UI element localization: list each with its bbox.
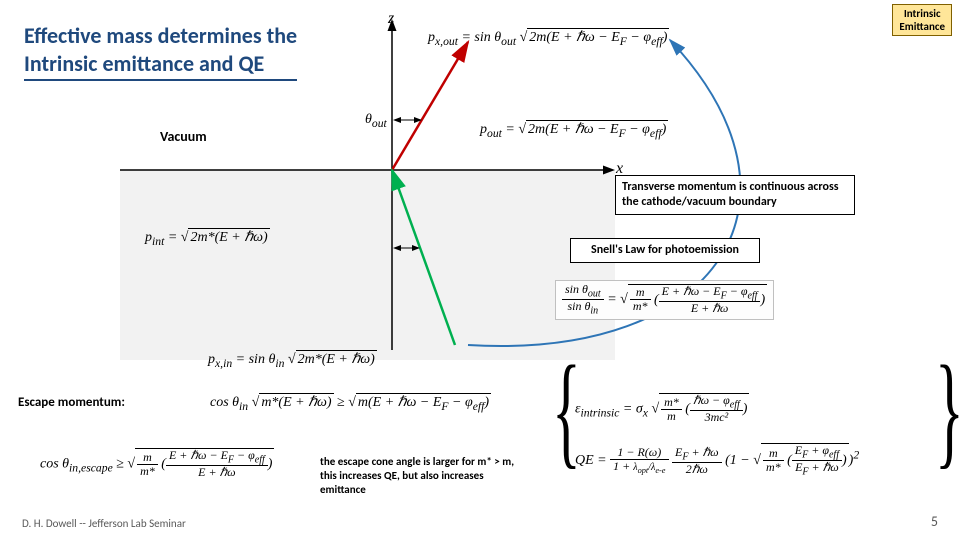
corner-badge: Intrinsic Emittance bbox=[892, 4, 952, 36]
badge-line-2: Emittance bbox=[899, 20, 945, 33]
transverse-note-box: Transverse momentum is continuous across… bbox=[615, 175, 855, 215]
right-brace-icon: } bbox=[935, 347, 960, 473]
transverse-note: Transverse momentum is continuous across… bbox=[622, 180, 839, 209]
p-out-vector bbox=[392, 42, 468, 170]
formula-escape-angle: cos θin,escape ≥ √mm* (E + ℏω − EF − φef… bbox=[40, 448, 274, 480]
snell-note: Snell's Law for photoemission bbox=[591, 243, 739, 257]
formula-p-x-in: px,in = sin θin √2m*(E + ℏω) bbox=[208, 350, 377, 370]
vacuum-label: Vacuum bbox=[160, 128, 207, 145]
p-in-vector bbox=[392, 170, 455, 345]
formula-p-out: pout = √2m(E + ℏω − EF − φeff) bbox=[480, 120, 668, 140]
formula-eps-intrinsic: εintrinsic = σx √m*m (ℏω − φeff3mc²) bbox=[575, 393, 749, 425]
slide-title: Effective mass determines the Intrinsic … bbox=[24, 22, 297, 81]
escape-momentum-label: Escape momentum: bbox=[18, 395, 125, 410]
escape-note: the escape cone angle is larger for m* >… bbox=[320, 455, 530, 496]
formula-snell: sin θoutsin θin = √mm* (E + ℏω − EF − φe… bbox=[555, 280, 774, 320]
theta-out-label: θout bbox=[365, 112, 387, 130]
formula-qe: QE = 1 − R(ω)1 + λopt/λe-e EF + ℏω2ℏω (1… bbox=[575, 443, 859, 478]
theta-in-label: θin bbox=[360, 237, 376, 255]
z-axis-label: z bbox=[388, 10, 394, 28]
formula-p-x-out: px,out = sin θout √2m(E + ℏω − EF − φeff… bbox=[428, 28, 669, 48]
badge-line-1: Intrinsic bbox=[904, 7, 941, 20]
formula-p-int: pint = √2m*(E + ℏω) bbox=[145, 228, 270, 248]
cathode-label: Cathode bbox=[160, 188, 209, 205]
formula-escape-cos: cos θin √m*(E + ℏω) ≥ √m(E + ℏω − EF − φ… bbox=[210, 393, 491, 413]
snell-note-box: Snell's Law for photoemission bbox=[570, 238, 760, 263]
footer-page-number: 5 bbox=[931, 513, 938, 530]
footer-author: D. H. Dowell -- Jefferson Lab Seminar bbox=[22, 517, 186, 530]
title-line-1: Effective mass determines the bbox=[24, 22, 297, 49]
title-line-2: Intrinsic emittance and QE bbox=[24, 50, 264, 77]
